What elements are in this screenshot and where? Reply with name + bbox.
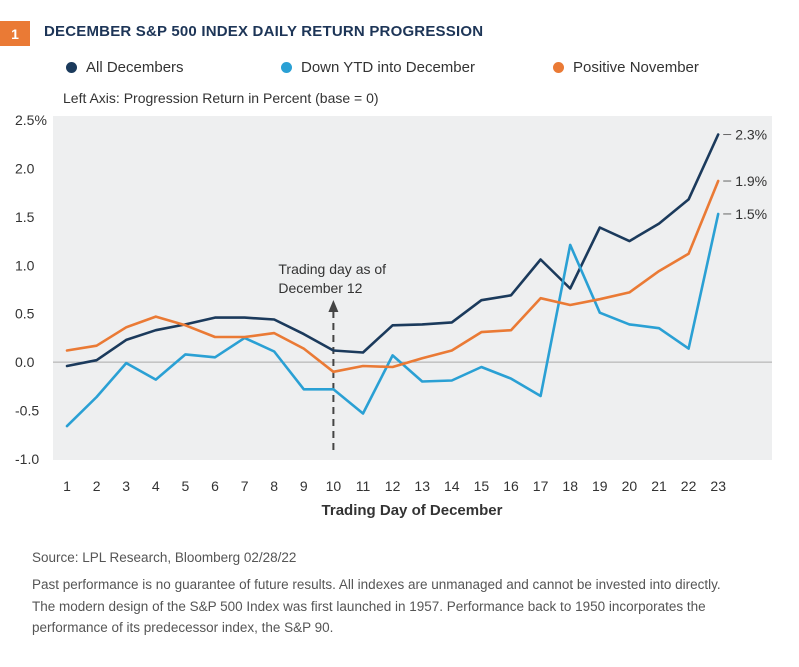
legend-marker-positive-november [553, 62, 564, 73]
y-tick-label: 1.5 [15, 209, 35, 225]
end-label: 1.9% [735, 173, 767, 189]
chart-title: DECEMBER S&P 500 INDEX DAILY RETURN PROG… [44, 23, 484, 40]
series-line-3 [65, 179, 720, 374]
disclaimer-line-3: performance of its predecessor index, th… [32, 620, 334, 635]
annotation-text-line1: Trading day as of [278, 261, 386, 277]
chart-legend: All Decembers Down YTD into December Pos… [0, 59, 799, 79]
x-tick-label: 21 [651, 478, 667, 494]
y-tick-label: -0.5 [15, 403, 39, 419]
x-tick-label: 17 [533, 478, 549, 494]
x-tick-label: 7 [241, 478, 249, 494]
x-tick-label: 22 [681, 478, 697, 494]
x-tick-label: 19 [592, 478, 608, 494]
x-tick-label: 10 [326, 478, 342, 494]
end-label: 2.3% [735, 127, 767, 143]
x-tick-label: 20 [622, 478, 638, 494]
x-axis: 1 2 3 4 5 6 7 8 9 10 11 12 13 14 15 16 17 18 19 20 21 22 23 [63, 478, 726, 494]
y-tick-label: 2.0 [15, 160, 35, 176]
legend-label: All Decembers [86, 59, 184, 76]
x-tick-label: 3 [122, 478, 130, 494]
x-tick-label: 23 [710, 478, 726, 494]
x-tick-label: 13 [414, 478, 430, 494]
end-labels: 2.3% 1.9% 1.5% [723, 127, 767, 222]
y-tick-label: 1.0 [15, 257, 35, 273]
annotation: Trading day as of December 12 [278, 261, 386, 450]
end-label: 1.5% [735, 206, 767, 222]
series-lines [65, 133, 720, 428]
legend-marker-all-decembers [66, 62, 77, 73]
annotation-text-line2: December 12 [278, 280, 362, 296]
figure-number-badge: 1 [0, 21, 30, 46]
y-tick-label: -1.0 [15, 451, 39, 467]
y-tick-label: 0.0 [15, 354, 35, 370]
x-tick-label: 9 [300, 478, 308, 494]
y-axis: -1.0 -0.5 0.0 0.5 1.0 1.5 2.0 2.5% [15, 112, 47, 467]
plot-area [53, 116, 772, 460]
x-axis-title: Trading Day of December [322, 502, 503, 519]
x-tick-label: 15 [474, 478, 490, 494]
x-tick-label: 14 [444, 478, 460, 494]
line-chart: -1.0 -0.5 0.0 0.5 1.0 1.5 2.0 2.5% Trading day … [15, 112, 772, 519]
legend-item-all-decembers: All Decembers [66, 59, 184, 76]
y-tick-label: 2.5% [15, 112, 47, 128]
legend-item-positive-november: Positive November [553, 59, 699, 76]
x-tick-label: 4 [152, 478, 160, 494]
x-tick-label: 8 [270, 478, 278, 494]
legend-item-down-ytd: Down YTD into December [281, 59, 475, 76]
legend-label: Down YTD into December [301, 59, 475, 76]
x-tick-label: 16 [503, 478, 519, 494]
x-tick-label: 12 [385, 478, 401, 494]
y-tick-label: 0.5 [15, 306, 35, 322]
series-line-2 [65, 212, 720, 428]
x-tick-label: 6 [211, 478, 219, 494]
disclaimer-line-2: The modern design of the S&P 500 Index w… [32, 599, 706, 614]
x-tick-label: 11 [356, 478, 371, 494]
x-tick-label: 18 [562, 478, 578, 494]
axis-note: Left Axis: Progression Return in Percent… [63, 90, 379, 106]
x-tick-label: 2 [93, 478, 101, 494]
x-tick-label: 1 [63, 478, 71, 494]
x-tick-label: 5 [182, 478, 190, 494]
annotation-arrowhead [328, 300, 339, 312]
source-note: Source: LPL Research, Bloomberg 02/28/22 [32, 550, 297, 565]
disclaimer-line-1: Past performance is no guarantee of futu… [32, 577, 721, 592]
legend-label: Positive November [573, 59, 699, 76]
series-line-1 [65, 133, 720, 368]
legend-marker-down-ytd [281, 62, 292, 73]
